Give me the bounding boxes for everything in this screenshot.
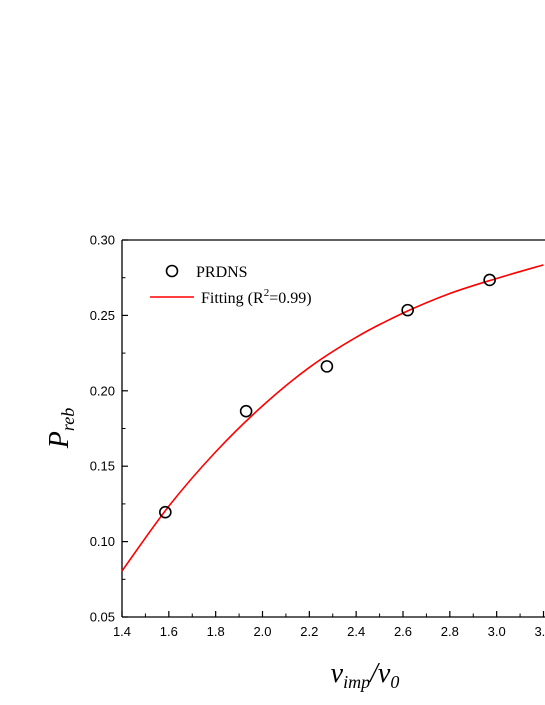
y-axis-title-sub: reb <box>58 408 78 431</box>
y-axis-title: Preb <box>44 408 78 449</box>
y-tick-label: 0.20 <box>90 383 115 398</box>
x-tick-label: 2.4 <box>347 624 365 639</box>
x-tick-label: 2.8 <box>441 624 459 639</box>
x-tick-label: 2.6 <box>394 624 412 639</box>
fitting-curve <box>121 264 544 572</box>
x-axis-title-sub2: 0 <box>390 672 399 692</box>
legend-fitting-suffix: =0.99) <box>269 290 311 307</box>
x-tick-label: 1.4 <box>113 624 131 639</box>
y-axis-ticks: 0.05 0.10 0.15 0.20 0.25 0.30 <box>90 233 128 625</box>
series-layer <box>121 264 544 572</box>
prdns-point <box>320 360 334 373</box>
y-tick-label: 0.10 <box>90 534 115 549</box>
x-tick-label: 3.2 <box>534 624 545 639</box>
y-tick-label: 0.05 <box>90 610 115 625</box>
x-axis-title-sep: /v <box>368 658 391 689</box>
prdns-point <box>483 273 496 287</box>
legend-marker-prdns <box>165 264 179 278</box>
legend-label-prdns: PRDNS <box>196 264 248 281</box>
legend-fitting-prefix: Fitting (R <box>201 290 264 307</box>
x-tick-label: 3.0 <box>488 624 506 639</box>
x-tick-label: 2.2 <box>300 624 318 639</box>
x-axis-title-main: v <box>331 658 344 689</box>
x-axis-ticks: 1.4 1.6 1.8 2.0 2.2 2.4 2.6 2.8 3.0 3.2 <box>113 611 545 639</box>
legend-label-fitting: Fitting (R2=0.99) <box>201 287 312 307</box>
prdns-point <box>159 505 172 519</box>
x-tick-label: 1.6 <box>160 624 178 639</box>
x-tick-label: 1.8 <box>207 624 225 639</box>
x-tick-label: 2.0 <box>253 624 271 639</box>
prdns-point <box>401 303 414 317</box>
legend: PRDNS Fitting (R2=0.99) <box>150 264 312 307</box>
legend-fitting-sup: 2 <box>264 287 270 299</box>
prdns-point <box>239 404 253 418</box>
x-axis-title-sub: imp <box>343 672 370 692</box>
y-tick-label: 0.15 <box>90 459 115 474</box>
y-tick-label: 0.25 <box>90 308 115 323</box>
y-tick-label: 0.30 <box>90 233 115 248</box>
y-axis-title-main: P <box>44 431 75 449</box>
x-axis-title: vimp/v0 <box>331 658 400 692</box>
